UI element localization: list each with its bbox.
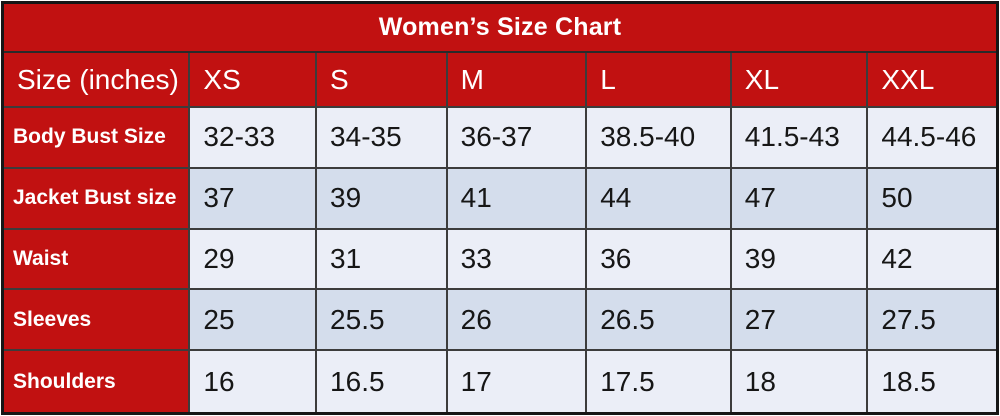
column-header-size-inches: Size (inches) xyxy=(4,53,191,108)
size-value-cell: 33 xyxy=(447,229,588,291)
size-value-cell: 26.5 xyxy=(587,290,732,352)
size-value-cell: 17 xyxy=(447,351,588,412)
size-value-cell: 44 xyxy=(587,168,732,230)
column-header-xs: XS xyxy=(190,53,318,108)
column-header-s: S xyxy=(317,53,448,108)
row-label-jacket-bust-size: Jacket Bust size xyxy=(4,168,191,230)
size-value-cell: 39 xyxy=(731,229,869,291)
row-label-body-bust-size: Body Bust Size xyxy=(4,108,191,169)
row-label-sleeves: Sleeves xyxy=(4,290,191,352)
size-value-cell: 25 xyxy=(190,290,318,352)
size-value-cell: 37 xyxy=(190,168,318,230)
size-chart-title: Women’s Size Chart xyxy=(4,4,996,53)
size-value-cell: 42 xyxy=(868,229,996,291)
size-value-cell: 36 xyxy=(587,229,732,291)
size-value-cell: 16.5 xyxy=(317,351,448,412)
column-header-m: M xyxy=(447,53,588,108)
column-header-xxl: XXL xyxy=(868,53,996,108)
size-value-cell: 38.5-40 xyxy=(587,108,732,169)
size-value-cell: 27.5 xyxy=(868,290,996,352)
row-label-shoulders: Shoulders xyxy=(4,351,191,412)
size-value-cell: 50 xyxy=(868,168,996,230)
size-value-cell: 27 xyxy=(731,290,869,352)
size-value-cell: 17.5 xyxy=(587,351,732,412)
column-header-xl: XL xyxy=(731,53,869,108)
size-value-cell: 39 xyxy=(317,168,448,230)
size-value-cell: 18.5 xyxy=(868,351,996,412)
size-value-cell: 25.5 xyxy=(317,290,448,352)
size-value-cell: 29 xyxy=(190,229,318,291)
size-value-cell: 47 xyxy=(731,168,869,230)
size-value-cell: 44.5-46 xyxy=(868,108,996,169)
size-value-cell: 32-33 xyxy=(190,108,318,169)
size-value-cell: 26 xyxy=(447,290,588,352)
row-label-waist: Waist xyxy=(4,229,191,291)
size-value-cell: 41.5-43 xyxy=(731,108,869,169)
size-value-cell: 31 xyxy=(317,229,448,291)
column-header-l: L xyxy=(587,53,732,108)
size-value-cell: 36-37 xyxy=(447,108,588,169)
size-value-cell: 34-35 xyxy=(317,108,448,169)
size-value-cell: 16 xyxy=(190,351,318,412)
size-value-cell: 18 xyxy=(731,351,869,412)
size-value-cell: 41 xyxy=(447,168,588,230)
